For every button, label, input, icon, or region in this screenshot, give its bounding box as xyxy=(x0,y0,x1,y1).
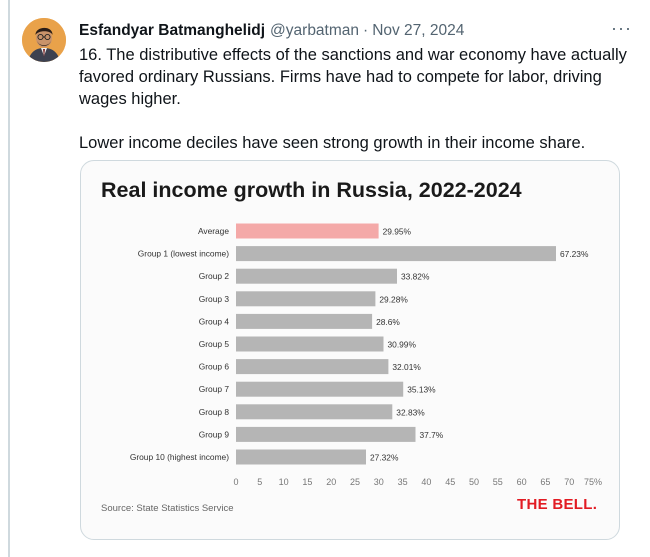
bar xyxy=(236,449,366,465)
category-label: Group 2 xyxy=(199,271,230,281)
category-label: Group 10 (highest income) xyxy=(130,452,229,462)
category-label: Average xyxy=(198,226,229,236)
chart-source: Source: State Statistics Service xyxy=(101,503,234,514)
x-tick-label: 75% xyxy=(584,477,602,487)
x-tick-label: 35 xyxy=(398,477,408,487)
header-separator: · xyxy=(363,22,369,39)
x-tick-label: 50 xyxy=(469,477,479,487)
x-tick-label: 20 xyxy=(326,477,336,487)
tweet-header: Esfandyar Batmanghelidj @yarbatman · Nov… xyxy=(79,20,630,42)
bar xyxy=(236,381,404,397)
bar xyxy=(236,268,397,284)
more-options-icon[interactable]: ··· xyxy=(611,18,632,38)
x-tick-label: 65 xyxy=(540,477,550,487)
bar xyxy=(236,223,379,239)
bar xyxy=(236,336,384,352)
value-label: 29.28% xyxy=(379,294,408,304)
x-tick-label: 60 xyxy=(517,477,527,487)
x-tick-label: 45 xyxy=(445,477,455,487)
category-label: Group 5 xyxy=(199,339,230,349)
x-tick-label: 25 xyxy=(350,477,360,487)
x-tick-label: 40 xyxy=(421,477,431,487)
category-label: Group 9 xyxy=(199,429,230,439)
tweet-text: 16. The distributive effects of the sanc… xyxy=(79,44,634,154)
value-label: 29.95% xyxy=(383,227,412,237)
the-bell-logo: THE BELL. xyxy=(517,496,598,513)
value-label: 32.01% xyxy=(392,362,421,372)
tweet-paragraph: 16. The distributive effects of the sanc… xyxy=(79,46,627,108)
value-label: 35.13% xyxy=(407,385,436,395)
x-tick-label: 30 xyxy=(374,477,384,487)
category-label: Group 4 xyxy=(199,316,230,326)
x-tick-label: 5 xyxy=(257,477,262,487)
bar xyxy=(236,246,556,262)
category-label: Group 3 xyxy=(199,294,230,304)
category-label: Group 8 xyxy=(199,407,230,417)
x-tick-label: 70 xyxy=(564,477,574,487)
media-card[interactable]: Real income growth in Russia, 2022-2024 … xyxy=(80,160,620,540)
avatar[interactable] xyxy=(22,18,66,62)
x-tick-label: 10 xyxy=(279,477,289,487)
value-label: 32.83% xyxy=(396,407,425,417)
value-label: 27.32% xyxy=(370,453,399,463)
category-label: Group 7 xyxy=(199,384,230,394)
category-label: Group 1 (lowest income) xyxy=(138,249,229,259)
x-tick-label: 15 xyxy=(302,477,312,487)
tweet-date[interactable]: Nov 27, 2024 xyxy=(372,22,465,39)
avatar-image xyxy=(22,18,66,62)
chart-title: Real income growth in Russia, 2022-2024 xyxy=(101,178,522,202)
bar xyxy=(236,291,376,307)
bar-chart: Average 29.95% Group 1 (lowest income) 67.2… xyxy=(130,223,602,487)
author-name[interactable]: Esfandyar Batmanghelidj xyxy=(79,22,266,39)
value-label: 30.99% xyxy=(388,340,417,350)
value-label: 37.7% xyxy=(420,430,444,440)
bar xyxy=(236,404,393,420)
value-label: 28.6% xyxy=(376,317,400,327)
value-label: 33.82% xyxy=(401,272,430,282)
value-label: 67.23% xyxy=(560,249,589,259)
x-tick-label: 0 xyxy=(233,477,238,487)
tweet-paragraph: Lower income deciles have seen strong gr… xyxy=(79,134,586,152)
bar xyxy=(236,426,416,442)
x-tick-label: 55 xyxy=(493,477,503,487)
bar xyxy=(236,313,373,329)
thread-line xyxy=(8,0,10,557)
author-handle[interactable]: @yarbatman xyxy=(270,22,360,39)
bar xyxy=(236,359,389,375)
category-label: Group 6 xyxy=(199,362,230,372)
